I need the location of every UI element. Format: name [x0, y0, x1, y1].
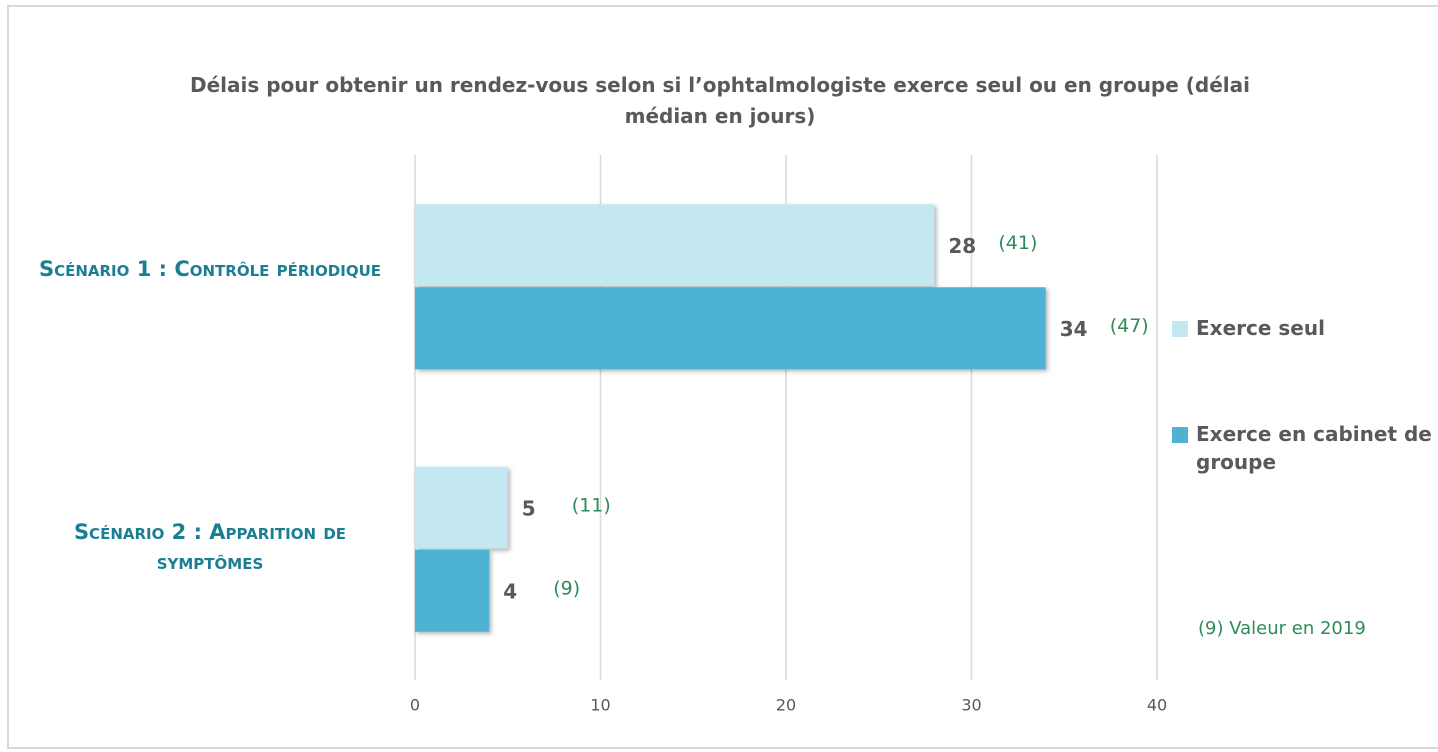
- x-tick-label: 20: [776, 696, 796, 715]
- note: (9) Valeur en 2019: [1198, 618, 1366, 639]
- legend-item: Exerce seul: [1172, 314, 1438, 342]
- data-label: 34: [1060, 317, 1088, 341]
- bar: [415, 549, 490, 632]
- legend-item: Exerce en cabinet de groupe: [1172, 420, 1438, 476]
- bar: [415, 204, 935, 287]
- legend-swatch: [1172, 321, 1188, 337]
- y-tick-label: Scénario 1 : Contrôle périodique: [38, 257, 382, 282]
- previous-value-label: (11): [572, 494, 611, 516]
- previous-value-label: (47): [1110, 315, 1149, 337]
- x-tick-label: 40: [1147, 696, 1167, 715]
- chart-title: Délais pour obtenir un rendez-vous selon…: [190, 73, 1250, 128]
- previous-value-label: (41): [998, 232, 1037, 254]
- x-tick-label: 30: [961, 696, 981, 715]
- bar: [415, 287, 1046, 370]
- y-tick-label: Scénario 2 : Apparition de symptômes: [73, 519, 347, 574]
- bar: [415, 466, 508, 549]
- previous-value-label: (9): [553, 577, 580, 599]
- data-label: 4: [503, 579, 517, 603]
- x-tick-label: 0: [410, 696, 420, 715]
- chart-frame: [7, 5, 1438, 749]
- x-tick-label: 10: [590, 696, 610, 715]
- data-label: 5: [522, 496, 536, 520]
- data-label: 28: [948, 234, 976, 258]
- legend-swatch: [1172, 427, 1188, 443]
